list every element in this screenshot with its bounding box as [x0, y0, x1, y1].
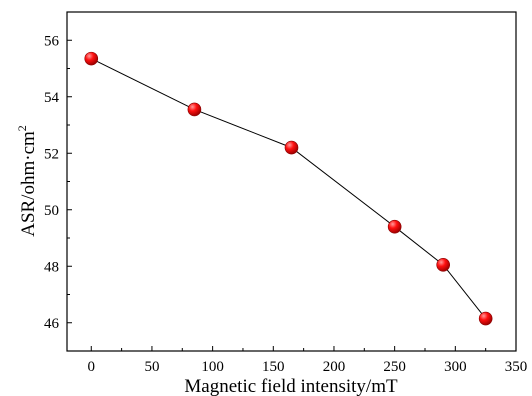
y-axis-ticks: 46 48 50 52 54 56 [44, 33, 72, 332]
data-point [478, 311, 493, 326]
y-tick-label: 46 [44, 316, 60, 332]
x-axis-label: Magnetic field intensity/mT [184, 376, 398, 396]
data-point [387, 219, 402, 234]
y-tick-label: 52 [44, 146, 59, 162]
x-tick-label: 250 [383, 359, 406, 375]
data-point [187, 102, 202, 117]
y-axis-label-text: ASR/ohm·cm [18, 131, 39, 237]
y-tick-label: 56 [44, 33, 60, 49]
y-tick-label: 48 [44, 259, 59, 275]
x-tick-label: 300 [444, 359, 467, 375]
x-axis-ticks: 0 50 100 150 200 250 300 350 [88, 346, 528, 375]
series-line [91, 58, 487, 319]
x-tick-label: 50 [144, 359, 159, 375]
y-axis-label: ASR/ohm·cm2 [15, 125, 39, 237]
data-point [84, 51, 99, 66]
x-tick-label: 350 [505, 359, 528, 375]
plot-frame [66, 11, 517, 352]
data-point [284, 140, 299, 155]
x-tick-label: 150 [262, 359, 285, 375]
series-layer [84, 51, 493, 326]
x-tick-label: 100 [201, 359, 224, 375]
y-axis-label-superscript: 2 [15, 125, 29, 131]
data-point [436, 258, 450, 272]
y-tick-label: 50 [44, 203, 59, 219]
y-tick-label: 54 [44, 90, 60, 106]
x-tick-label: 0 [88, 359, 96, 375]
x-tick-label: 200 [323, 359, 346, 375]
